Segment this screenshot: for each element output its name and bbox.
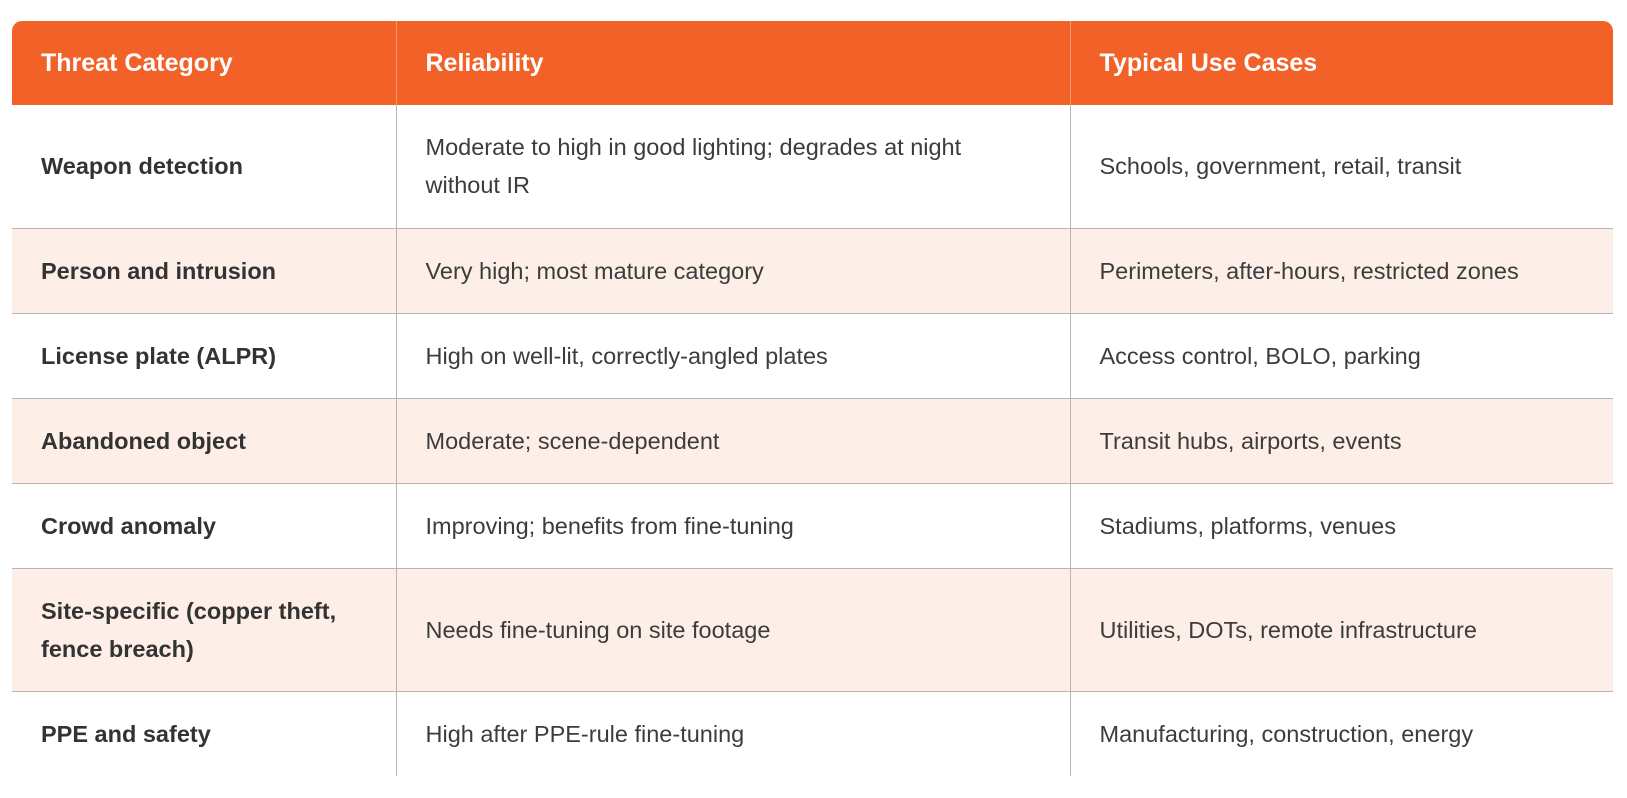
cell-use-cases: Access control, BOLO, parking — [1069, 312, 1613, 398]
table-header: Threat Category Reliability Typical Use … — [12, 21, 1613, 105]
table-row: Weapon detection Moderate to high in goo… — [12, 105, 1613, 228]
cell-reliability: Moderate to high in good lighting; degra… — [395, 105, 1070, 228]
cell-use-cases: Utilities, DOTs, remote infrastructure — [1069, 567, 1613, 691]
table-row: Site-specific (copper theft, fence breac… — [12, 567, 1613, 691]
table-row: License plate (ALPR) High on well-lit, c… — [12, 312, 1613, 398]
table-body: Weapon detection Moderate to high in goo… — [12, 105, 1613, 776]
cell-threat-category: Weapon detection — [41, 153, 243, 180]
header-typical-use-cases: Typical Use Cases — [1069, 21, 1613, 105]
cell-use-cases: Schools, government, retail, transit — [1069, 105, 1613, 228]
cell-reliability: High on well-lit, correctly-angled plate… — [395, 312, 1070, 398]
cell-reliability: Very high; most mature category — [395, 227, 1070, 313]
header-row: Threat Category Reliability Typical Use … — [12, 21, 1613, 105]
cell-reliability: High after PPE-rule fine-tuning — [395, 690, 1070, 776]
cell-threat-category: Abandoned object — [12, 397, 396, 483]
table-row: PPE and safety High after PPE-rule fine-… — [12, 690, 1613, 776]
table-row: Abandoned object Moderate; scene-depende… — [12, 397, 1613, 483]
cell-reliability: Improving; benefits from fine-tuning — [395, 482, 1070, 568]
table-row: Person and intrusion Very high; most mat… — [12, 227, 1613, 313]
cell-threat-category: Crowd anomaly — [12, 482, 396, 568]
cell-use-cases: Perimeters, after-hours, restricted zone… — [1069, 227, 1613, 313]
cell-threat-category: Site-specific (copper theft, fence breac… — [12, 567, 396, 691]
cell-threat-category: PPE and safety — [12, 690, 396, 776]
cell-use-cases: Transit hubs, airports, events — [1069, 397, 1613, 483]
cell-reliability: Needs fine-tuning on site footage — [395, 567, 1070, 691]
cell-threat-category: Person and intrusion — [12, 227, 396, 313]
table-row: Crowd anomaly Improving; benefits from f… — [12, 482, 1613, 568]
cell-use-cases: Stadiums, platforms, venues — [1069, 482, 1613, 568]
cell-reliability: Moderate; scene-dependent — [395, 397, 1070, 483]
cell-threat-category: License plate (ALPR) — [12, 312, 396, 398]
header-reliability: Reliability — [395, 21, 1070, 105]
cell-use-cases: Manufacturing, construction, energy — [1069, 690, 1613, 776]
threat-table-container: Threat Category Reliability Typical Use … — [12, 21, 1613, 776]
threat-category-table: Threat Category Reliability Typical Use … — [12, 21, 1613, 776]
header-threat-category: Threat Category — [12, 21, 396, 105]
